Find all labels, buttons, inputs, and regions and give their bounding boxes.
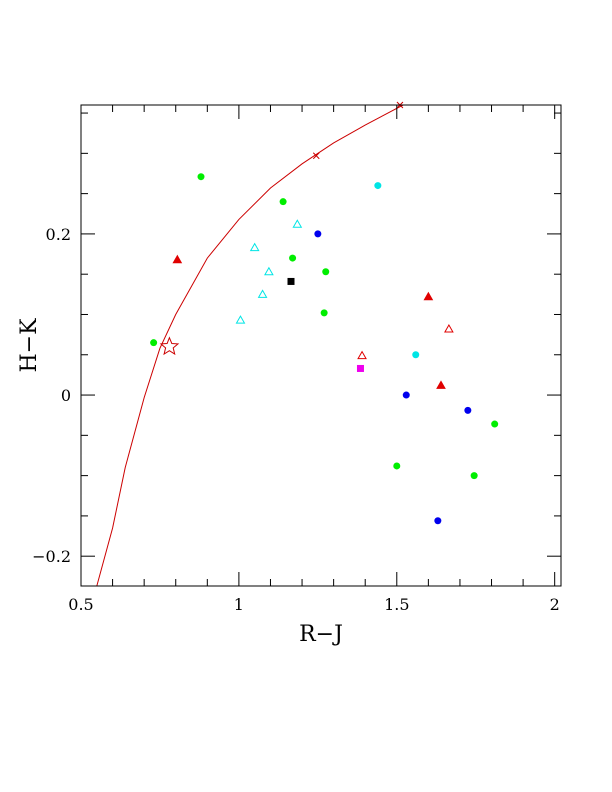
- data-point-circle: [150, 339, 158, 347]
- data-point-triangle-filled: [436, 380, 446, 389]
- y-axis-title: H−K: [17, 318, 42, 373]
- data-point-triangle-filled: [172, 254, 183, 264]
- x-tick-label: 1.5: [384, 595, 409, 614]
- data-point-circle: [374, 182, 382, 190]
- data-point-circle: [491, 420, 499, 428]
- data-point-circle: [464, 406, 472, 414]
- data-point-circle: [197, 173, 205, 181]
- data-point-circle: [434, 517, 442, 525]
- reference-curve: [96, 105, 404, 586]
- axis-ticks: 0.5 1 1.5 2 −0.2 0 0.2: [32, 105, 561, 614]
- data-point-circle: [470, 472, 478, 480]
- data-point-circle: [279, 198, 287, 206]
- data-point-circle: [289, 254, 297, 262]
- data-point-circle: [314, 230, 322, 238]
- data-point-circle: [322, 268, 330, 276]
- data-point-triangle-open: [292, 219, 303, 228]
- data-point-triangle-open: [235, 315, 246, 324]
- data-point-circle: [393, 462, 401, 470]
- y-tick-label: 0: [61, 386, 71, 405]
- data-point-triangle-open: [264, 266, 274, 276]
- x-axis-title: R−J: [299, 622, 343, 647]
- data-point-triangle-filled: [423, 291, 434, 301]
- y-tick-label: 0.2: [46, 225, 71, 244]
- data-point-triangle-open: [249, 242, 260, 252]
- data-point-square: [287, 277, 295, 285]
- data-point-circle: [412, 351, 420, 359]
- x-tick-label: 2: [550, 595, 560, 614]
- data-point-triangle-open: [357, 350, 367, 360]
- data-point-circle: [402, 391, 410, 399]
- y-tick-label: −0.2: [32, 547, 71, 566]
- curve-cross-marker: [312, 152, 320, 160]
- data-point-triangle-open: [444, 323, 454, 333]
- x-tick-label: 1: [234, 595, 244, 614]
- x-tick-label: 0.5: [68, 595, 93, 614]
- star-marker: [159, 336, 180, 356]
- data-point-triangle-open: [257, 289, 268, 298]
- data-point-square: [356, 364, 364, 372]
- chart-marks: [96, 101, 499, 586]
- plot-frame: [80, 104, 562, 587]
- data-point-circle: [320, 309, 328, 317]
